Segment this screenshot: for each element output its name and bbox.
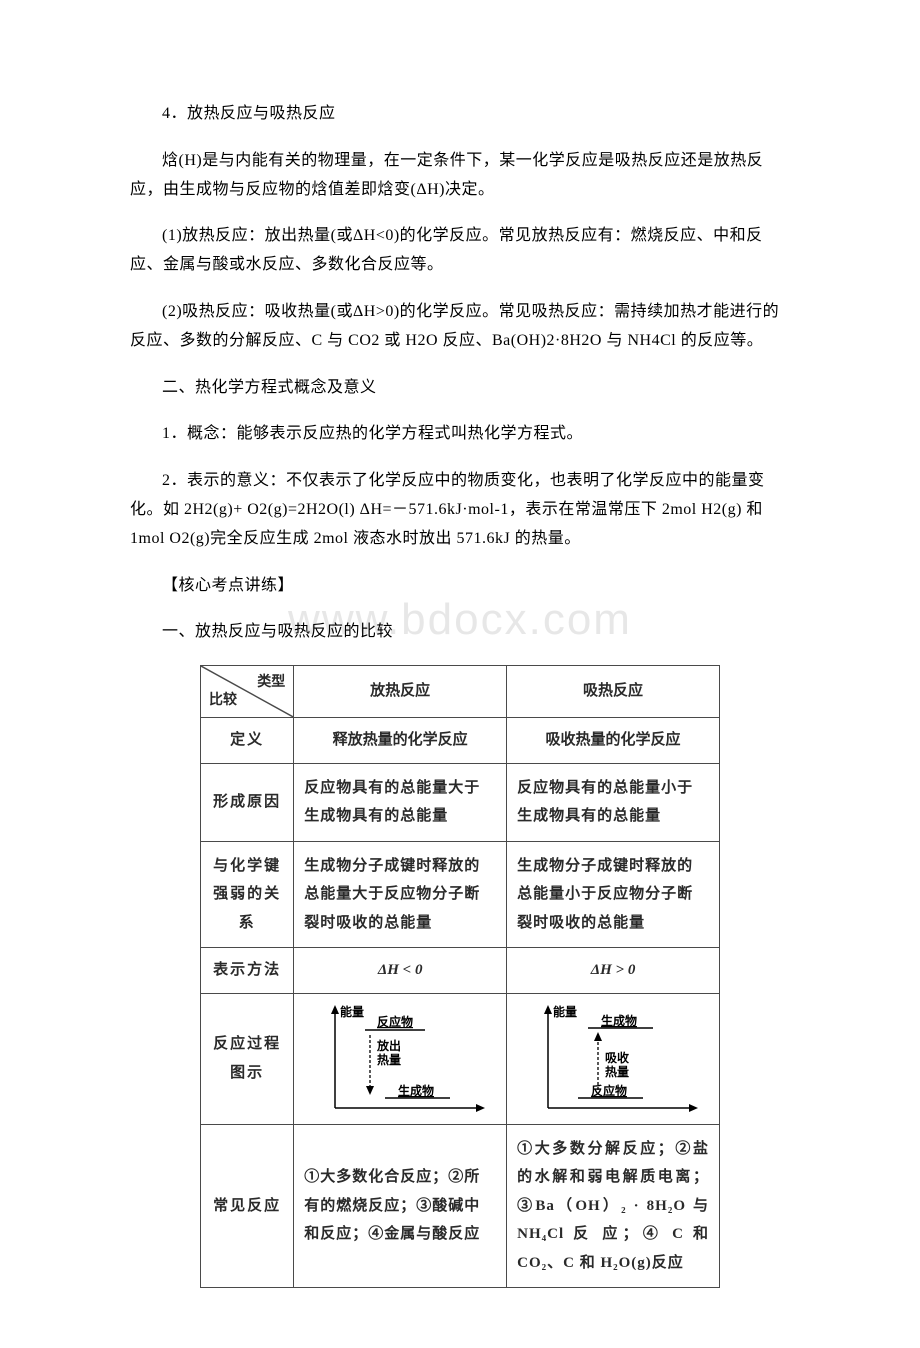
svg-text:能量: 能量 bbox=[553, 1004, 577, 1019]
table-row: 形成原因 反应物具有的总能量大于生成物具有的总能量 反应物具有的总能量小于生成物… bbox=[201, 763, 720, 841]
para-2: 焓(H)是与内能有关的物理量，在一定条件下，某一化学反应是吸热反应还是放热反应，… bbox=[130, 147, 790, 205]
para-6: 1．概念：能够表示反应热的化学方程式叫热化学方程式。 bbox=[130, 420, 790, 449]
table-row: 与化学键强弱的关系 生成物分子成键时释放的总能量大于反应物分子断裂时吸收的总能量… bbox=[201, 841, 720, 948]
exothermic-diagram-icon: 能量 反应物 放出 热量 生成物 bbox=[310, 1000, 490, 1118]
cell-common-exo: ①大多数化合反应；②所有的燃烧反应；③酸碱中和反应；④金属与酸反应 bbox=[294, 1124, 507, 1288]
header-endo: 吸热反应 bbox=[507, 666, 720, 718]
svg-text:热量: 热量 bbox=[605, 1064, 629, 1079]
svg-text:放出: 放出 bbox=[376, 1038, 401, 1053]
row-label-common: 常见反应 bbox=[201, 1124, 294, 1288]
row-label-cause: 形成原因 bbox=[201, 763, 294, 841]
cell-method-exo: ΔH < 0 bbox=[294, 948, 507, 994]
row-label-bond: 与化学键强弱的关系 bbox=[201, 841, 294, 948]
document-content: 4．放热反应与吸热反应 焓(H)是与内能有关的物理量，在一定条件下，某一化学反应… bbox=[130, 100, 790, 1288]
svg-text:反应物: 反应物 bbox=[377, 1014, 413, 1029]
table-row: 常见反应 ①大多数化合反应；②所有的燃烧反应；③酸碱中和反应；④金属与酸反应 ①… bbox=[201, 1124, 720, 1288]
comparison-table: 类型 比较 放热反应 吸热反应 定义 释放热量的化学反应 吸收热量的化学反应 形… bbox=[200, 665, 720, 1288]
header-compare-label: 比较 bbox=[209, 688, 237, 713]
header-type-label: 类型 bbox=[257, 670, 285, 695]
svg-text:能量: 能量 bbox=[340, 1004, 364, 1019]
svg-text:吸收: 吸收 bbox=[605, 1050, 629, 1065]
para-5: 二、热化学方程式概念及意义 bbox=[130, 374, 790, 403]
para-7: 2．表示的意义：不仅表示了化学反应中的物质变化，也表明了化学反应中的能量变化。如… bbox=[130, 467, 790, 553]
para-8: 【核心考点讲练】 bbox=[130, 572, 790, 601]
para-1: 4．放热反应与吸热反应 bbox=[130, 100, 790, 129]
cell-bond-endo: 生成物分子成键时释放的总能量小于反应物分子断裂时吸收的总能量 bbox=[507, 841, 720, 948]
row-label-def: 定义 bbox=[201, 718, 294, 764]
comparison-table-wrap: 类型 比较 放热反应 吸热反应 定义 释放热量的化学反应 吸收热量的化学反应 形… bbox=[130, 665, 790, 1288]
cell-diagram-exo: 能量 反应物 放出 热量 生成物 bbox=[294, 993, 507, 1124]
svg-text:反应物: 反应物 bbox=[591, 1083, 627, 1098]
header-exo: 放热反应 bbox=[294, 666, 507, 718]
cell-cause-exo: 反应物具有的总能量大于生成物具有的总能量 bbox=[294, 763, 507, 841]
svg-text:生成物: 生成物 bbox=[601, 1013, 637, 1028]
header-diagonal-cell: 类型 比较 bbox=[201, 666, 294, 718]
para-9: 一、放热反应与吸热反应的比较 bbox=[130, 618, 790, 647]
cell-def-exo: 释放热量的化学反应 bbox=[294, 718, 507, 764]
table-row: 定义 释放热量的化学反应 吸收热量的化学反应 bbox=[201, 718, 720, 764]
table-row: 表示方法 ΔH < 0 ΔH > 0 bbox=[201, 948, 720, 994]
svg-text:热量: 热量 bbox=[377, 1052, 401, 1067]
cell-cause-endo: 反应物具有的总能量小于生成物具有的总能量 bbox=[507, 763, 720, 841]
para-4: (2)吸热反应：吸收热量(或ΔH>0)的化学反应。常见吸热反应：需持续加热才能进… bbox=[130, 298, 790, 356]
row-label-diagram: 反应过程图示 bbox=[201, 993, 294, 1124]
para-3: (1)放热反应：放出热量(或ΔH<0)的化学反应。常见放热反应有：燃烧反应、中和… bbox=[130, 222, 790, 280]
table-row: 反应过程图示 能量 反应物 放出 热量 bbox=[201, 993, 720, 1124]
cell-common-endo: ①大多数分解反应；②盐的水解和弱电解质电离；③Ba（OH）₂ · 8H₂O 与 … bbox=[507, 1124, 720, 1288]
row-label-method: 表示方法 bbox=[201, 948, 294, 994]
cell-method-endo: ΔH > 0 bbox=[507, 948, 720, 994]
table-header-row: 类型 比较 放热反应 吸热反应 bbox=[201, 666, 720, 718]
endothermic-diagram-icon: 能量 生成物 吸收 热量 反应物 bbox=[523, 1000, 703, 1118]
svg-text:生成物: 生成物 bbox=[398, 1083, 434, 1098]
cell-bond-exo: 生成物分子成键时释放的总能量大于反应物分子断裂时吸收的总能量 bbox=[294, 841, 507, 948]
cell-def-endo: 吸收热量的化学反应 bbox=[507, 718, 720, 764]
cell-diagram-endo: 能量 生成物 吸收 热量 反应物 bbox=[507, 993, 720, 1124]
